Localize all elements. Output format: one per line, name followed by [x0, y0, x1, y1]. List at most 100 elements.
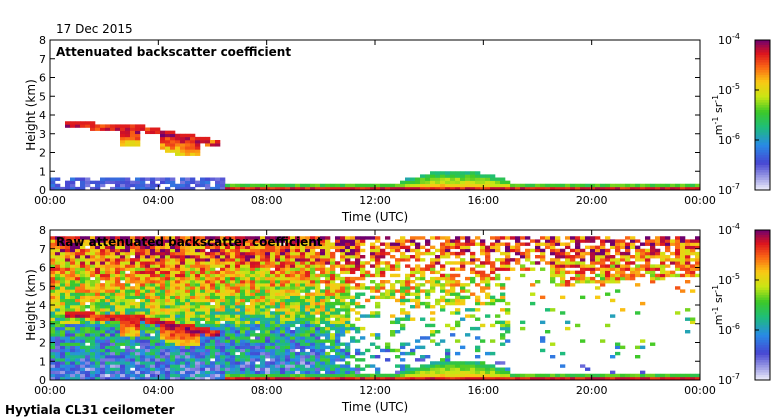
heatmap-cell [155, 242, 161, 246]
heatmap-cell [335, 333, 341, 337]
heatmap-cell [90, 127, 96, 131]
heatmap-cell [410, 367, 416, 371]
heatmap-cell [285, 361, 291, 365]
heatmap-cell [450, 273, 456, 278]
heatmap-cell [490, 376, 496, 381]
heatmap-cell [290, 305, 296, 309]
heatmap-cell [335, 355, 341, 359]
heatmap-cell [185, 140, 191, 144]
heatmap-cell [90, 339, 96, 343]
heatmap-cell [625, 242, 631, 246]
heatmap-cell [220, 330, 226, 334]
heatmap-cell [615, 276, 621, 281]
heatmap-cell [530, 376, 536, 381]
heatmap-cell [105, 373, 111, 378]
heatmap-cell [235, 361, 241, 365]
heatmap-cell [50, 261, 56, 265]
heatmap-cell [400, 358, 406, 362]
heatmap-cell [325, 251, 331, 256]
heatmap-cell [445, 255, 451, 259]
heatmap-cell [185, 242, 191, 246]
heatmap-cell [215, 273, 221, 278]
heatmap-cell [425, 242, 431, 246]
heatmap-cell [335, 330, 341, 334]
heatmap-cell [275, 251, 281, 256]
heatmap-cell [135, 367, 141, 371]
heatmap-cell [650, 267, 656, 271]
heatmap-cell [350, 370, 356, 375]
heatmap-cell [530, 301, 536, 306]
heatmap-cell [230, 308, 236, 312]
heatmap-cell [105, 177, 111, 181]
heatmap-cell [490, 242, 496, 246]
heatmap-cell [220, 355, 226, 359]
heatmap-cell [325, 255, 331, 259]
heatmap-cell [455, 351, 461, 356]
heatmap-cell [155, 255, 161, 259]
heatmap-cell [535, 280, 541, 284]
heatmap-cell [290, 308, 296, 312]
heatmap-cell [230, 273, 236, 278]
heatmap-cell [305, 345, 311, 350]
heatmap-cell [255, 311, 261, 315]
heatmap-cell [155, 261, 161, 265]
heatmap-cell [485, 248, 491, 253]
heatmap-cell [465, 314, 471, 318]
heatmap-cell [230, 376, 236, 381]
heatmap-cell [390, 242, 396, 246]
heatmap-cell [420, 177, 426, 181]
heatmap-cell [355, 183, 361, 188]
heatmap-cell [245, 273, 251, 278]
heatmap-cell [110, 276, 116, 281]
heatmap-cell [170, 264, 176, 268]
heatmap-cell [615, 273, 621, 278]
heatmap-cell [130, 133, 136, 138]
heatmap-cell [380, 292, 386, 296]
heatmap-cell [500, 283, 506, 287]
heatmap-cell [315, 376, 321, 381]
heatmap-cell [240, 305, 246, 309]
heatmap-cell [430, 183, 436, 188]
heatmap-cell [140, 295, 146, 300]
heatmap-cell [280, 276, 286, 281]
heatmap-cell [550, 308, 556, 312]
heatmap-cell [200, 270, 206, 275]
heatmap-cell [140, 280, 146, 284]
heatmap-cell [135, 320, 141, 325]
heatmap-cell [95, 339, 101, 343]
heatmap-cell [590, 376, 596, 381]
heatmap-cell [90, 273, 96, 278]
heatmap-cell [100, 183, 106, 188]
heatmap-cell [70, 258, 76, 262]
heatmap-cell [285, 305, 291, 309]
heatmap-cell [300, 308, 306, 312]
heatmap-cell [625, 267, 631, 271]
heatmap-cell [315, 373, 321, 378]
heatmap-cell [640, 267, 646, 271]
heatmap-cell [80, 376, 86, 381]
heatmap-cell [185, 345, 191, 350]
heatmap-raw [50, 236, 701, 381]
heatmap-cell [220, 311, 226, 315]
heatmap-cell [560, 311, 566, 315]
heatmap-cell [190, 351, 196, 356]
heatmap-cell [680, 183, 686, 188]
heatmap-cell [345, 308, 351, 312]
heatmap-cell [125, 323, 131, 328]
heatmap-cell [225, 361, 231, 365]
heatmap-cell [370, 245, 376, 250]
heatmap-cell [595, 245, 601, 250]
heatmap-cell [290, 251, 296, 256]
heatmap-cell [460, 289, 466, 293]
heatmap-cell [305, 308, 311, 312]
heatmap-cell [400, 180, 406, 185]
heatmap-cell [345, 330, 351, 334]
heatmap-cell [60, 358, 66, 362]
heatmap-cell [210, 239, 216, 243]
heatmap-cell [450, 292, 456, 296]
heatmap-cell [215, 326, 221, 331]
heatmap-cell [580, 276, 586, 281]
heatmap-cell [120, 289, 126, 293]
heatmap-cell [100, 298, 106, 303]
heatmap-cell [695, 264, 701, 268]
